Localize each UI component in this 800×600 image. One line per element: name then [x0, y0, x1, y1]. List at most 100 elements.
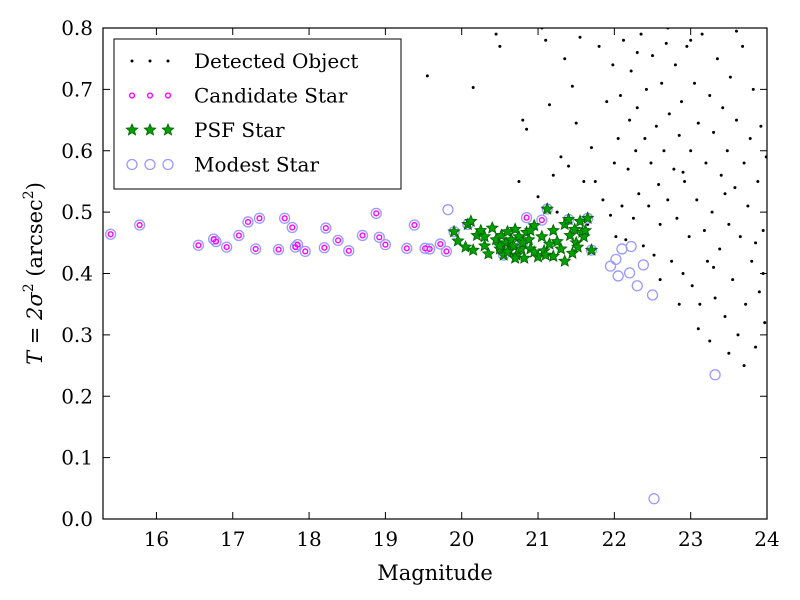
y-axis-ticks: 0.0 0.1 0.2 0.3 0.4 0.5 0.6 0.7 0.8	[61, 16, 767, 531]
candidate-star-point	[252, 245, 259, 253]
legend-candidate-marker	[128, 92, 136, 99]
legend-psf-marker	[161, 122, 175, 136]
detected-object-point	[647, 204, 651, 208]
detected-object-point	[748, 136, 752, 140]
modest-star-series	[104, 203, 721, 505]
detected-object-point	[593, 179, 597, 183]
detected-object-point	[690, 284, 694, 288]
detected-object-point	[734, 118, 738, 122]
psf-star-point	[580, 211, 595, 224]
detected-object-point	[712, 265, 716, 269]
y-tick-label: 0.7	[61, 77, 93, 101]
detected-object-point	[494, 32, 498, 36]
detected-object-point	[614, 235, 618, 239]
detected-object-point	[641, 244, 645, 248]
modest-star-point	[233, 229, 245, 242]
modest-star-point	[612, 270, 624, 282]
modest-star-point	[370, 207, 382, 220]
x-tick-label: 24	[754, 527, 779, 551]
detected-object-point	[635, 51, 639, 55]
candidate-star-point	[437, 240, 444, 248]
x-tick-label: 23	[678, 527, 703, 551]
detected-object-point	[696, 327, 700, 331]
y-label-prefix: T = 2σ	[23, 292, 47, 365]
detected-object-point	[567, 164, 571, 168]
detected-object-point	[639, 32, 643, 36]
x-tick-label: 19	[373, 527, 398, 551]
modest-star-point	[332, 234, 344, 247]
modest-star-point	[536, 214, 548, 226]
modest-star-point	[442, 204, 454, 216]
modest-star-point	[249, 243, 262, 255]
detected-object-point	[689, 38, 693, 42]
legend-label: Candidate Star	[194, 84, 348, 108]
detected-object-point	[681, 170, 685, 174]
x-tick-label: 21	[525, 527, 550, 551]
detected-object-point	[662, 149, 666, 153]
candidate-star-point	[212, 238, 220, 245]
psf-star-point	[573, 214, 587, 228]
detected-object-point	[738, 235, 742, 239]
candidate-star-series	[107, 210, 545, 255]
psf-star-point	[527, 244, 541, 258]
modest-star-point	[320, 222, 332, 234]
detected-object-point	[651, 54, 655, 58]
psf-star-point	[493, 238, 507, 252]
detected-object-point	[634, 149, 638, 153]
detected-object-point	[723, 314, 727, 318]
detected-object-point	[658, 278, 662, 282]
modest-star-point	[434, 238, 446, 250]
psf-star-point	[522, 232, 536, 246]
detected-object-point	[652, 253, 656, 257]
legend-box	[113, 38, 402, 190]
detected-object-point	[644, 87, 648, 91]
detected-object-point	[708, 339, 712, 343]
detected-object-point	[721, 106, 725, 110]
candidate-star-point	[235, 232, 242, 239]
modest-star-point	[104, 228, 117, 240]
y-tick-label: 0.5	[61, 200, 93, 224]
modest-star-point	[220, 241, 233, 253]
x-tick-label: 16	[144, 527, 169, 551]
detected-object-point	[635, 106, 639, 110]
candidate-star-point	[223, 244, 230, 251]
psf-star-point	[477, 229, 492, 243]
legend-label: Modest Star	[194, 153, 319, 177]
x-axis-label: Magnitude	[377, 561, 493, 585]
detected-object-point	[683, 179, 687, 183]
detected-object-point	[736, 333, 740, 337]
detected-object-point	[525, 127, 529, 131]
detected-object-point	[719, 173, 723, 177]
candidate-star-point	[538, 217, 545, 224]
modest-star-point	[520, 211, 533, 224]
detected-object-point	[754, 241, 758, 245]
detected-object-point	[681, 272, 685, 275]
detected-object-point	[498, 44, 502, 48]
detected-object-point	[666, 198, 670, 202]
detected-object-point	[605, 100, 609, 104]
psf-star-point	[538, 248, 553, 261]
modest-star-point	[646, 289, 659, 301]
detected-object-point	[536, 195, 540, 199]
legend-label: Detected Object	[194, 49, 358, 73]
detected-object-point	[609, 213, 613, 217]
modest-star-point	[401, 242, 413, 254]
psf-star-point	[563, 228, 577, 242]
modest-star-point	[253, 212, 266, 224]
candidate-star-point	[322, 224, 329, 232]
detected-object-point	[624, 238, 628, 242]
legend-candidate-marker	[146, 92, 154, 99]
detected-object-point	[551, 173, 555, 177]
psf-star-point	[554, 241, 568, 255]
psf-star-point	[584, 243, 599, 256]
detected-object-point	[705, 259, 709, 263]
detected-object-point	[471, 86, 475, 90]
psf-star-point	[447, 224, 461, 238]
candidate-star-point	[294, 241, 301, 248]
psf-star-point	[571, 240, 585, 253]
psf-star-point	[481, 246, 496, 260]
detected-object-series	[387, 28, 767, 368]
detected-object-point	[757, 290, 761, 294]
detected-object-point	[629, 69, 633, 73]
